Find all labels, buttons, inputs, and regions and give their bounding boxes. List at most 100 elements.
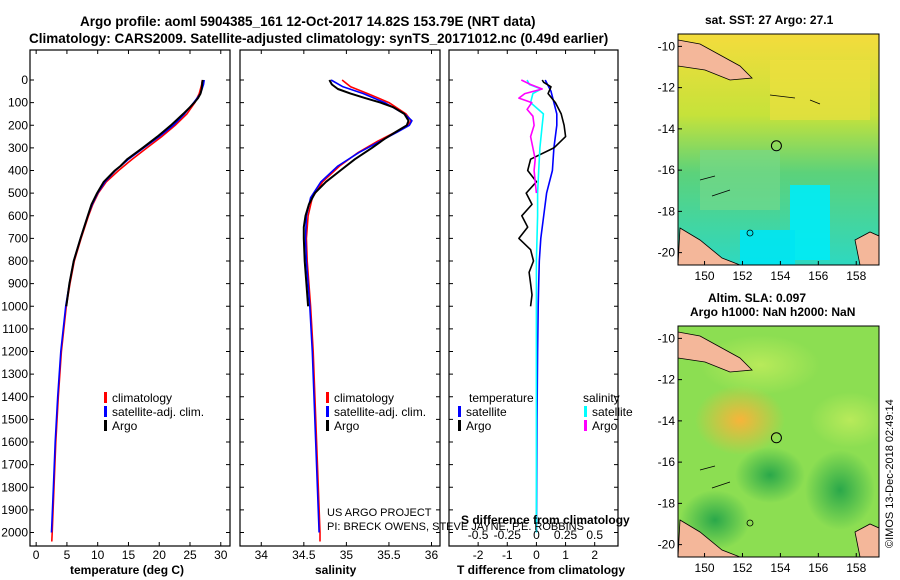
sst-cool-patch	[790, 185, 830, 260]
legend-s-argo: Argo	[592, 419, 618, 433]
legend-t-argo: Argo	[466, 419, 492, 433]
x-tick-label: -1	[502, 548, 513, 562]
lat-tick-label: -10	[658, 39, 676, 53]
depth-tick-label: 900	[8, 277, 28, 291]
s-diff-tick-label: -0.5	[468, 528, 489, 542]
sla-map: Altim. SLA: 0.097 Argo h1000: NaN h2000:…	[658, 291, 880, 575]
temperature-panel-frame	[29, 49, 231, 547]
sst-map-title: sat. SST: 27 Argo: 27.1	[705, 13, 834, 27]
salinity-legend: climatology satellite-adj. clim. Argo	[326, 391, 426, 433]
depth-tick-label: 300	[8, 141, 28, 155]
x-tick-label: 1	[562, 548, 569, 562]
s-diff-tick-label: -0.25	[494, 528, 522, 542]
series-s-satellite	[526, 79, 545, 533]
depth-tick-label: 1100	[2, 322, 28, 336]
x-tick-label: 35	[340, 548, 354, 562]
legend-swatch-t-argo	[458, 420, 461, 431]
reef-contours	[699, 94, 821, 197]
x-tick-label: 34	[255, 548, 269, 562]
argo-position-marker	[770, 432, 782, 444]
lon-tick-label: 150	[695, 269, 715, 283]
lat-tick-label: -20	[658, 538, 676, 552]
legend-swatch-s-satellite	[584, 406, 587, 417]
legend-climatology: climatology	[334, 391, 394, 405]
depth-tick-label: 0	[21, 73, 28, 87]
legend-swatch-satellite	[326, 406, 329, 417]
depth-axis-labels: 0 100 200 300 400 500 600 700 800 900 1000 1100 1200…	[1, 73, 28, 540]
depth-tick-label: 500	[8, 186, 28, 200]
land-reef	[854, 523, 879, 557]
legend-t-satellite: satellite	[466, 405, 507, 419]
x-tick-label: 30	[214, 548, 228, 562]
salinity-axis-title: salinity	[315, 563, 357, 577]
legend-temperature-title: temperature	[469, 391, 534, 405]
timestamp: ©IMOS 13-Dec-2018 02:49:14	[884, 399, 896, 548]
series-t-argo	[518, 79, 567, 307]
legend-salinity-title: salinity	[583, 391, 620, 405]
depth-tick-label: 800	[8, 254, 28, 268]
sla-anomaly	[700, 335, 820, 395]
legend-swatch-argo	[326, 420, 329, 431]
depth-tick-label: 1700	[1, 458, 28, 472]
depth-tick-label: 1200	[1, 345, 28, 359]
depth-tick-label: 1000	[1, 299, 28, 313]
argo-position-marker	[770, 140, 782, 152]
lon-tick-label: 156	[808, 561, 828, 575]
lat-tick-label: -18	[658, 204, 676, 218]
x-tick-label: 5	[64, 548, 71, 562]
legend-satellite-adj: satellite-adj. clim.	[112, 405, 204, 419]
s-diff-tick-label: 0	[533, 528, 540, 542]
lon-tick-label: 154	[770, 269, 790, 283]
x-tick-label: 15	[122, 548, 136, 562]
depth-tick-label: 1500	[1, 412, 28, 426]
temperature-axis-title: temperature (deg C)	[70, 563, 184, 577]
sst-warm-patch	[770, 60, 870, 120]
x-tick-label: 36	[425, 548, 439, 562]
difference-panel-frame	[448, 49, 619, 547]
sst-map-ticks: 150 152 154 156 158 -10 -12 -14 -16 -18 -20	[658, 39, 867, 283]
sla-low-anomaly	[805, 450, 875, 530]
depth-axis-ticks	[30, 79, 618, 533]
reef-contours	[699, 465, 731, 489]
sla-high-anomaly	[695, 385, 785, 455]
x-tick-label: -2	[473, 548, 484, 562]
depth-tick-label: 600	[8, 209, 28, 223]
difference-plot	[518, 79, 567, 533]
series-t-satellite	[535, 79, 558, 533]
lat-tick-label: -14	[658, 414, 676, 428]
lon-tick-label: 154	[770, 561, 790, 575]
sla-map-subtitle: Argo h1000: NaN h2000: NaN	[690, 305, 855, 319]
depth-tick-label: 100	[8, 96, 28, 110]
sst-mid-patch	[700, 150, 780, 210]
depth-tick-label: 200	[8, 118, 28, 132]
lat-tick-label: -16	[658, 455, 676, 469]
lon-tick-label: 152	[732, 269, 752, 283]
land-reef	[854, 231, 879, 265]
x-tick-label: 20	[153, 548, 167, 562]
x-tick-label: 0	[533, 548, 540, 562]
x-tick-label: 0	[33, 548, 40, 562]
island-contour	[746, 229, 754, 237]
sla-map-ticks: 150 152 154 156 158 -10 -12 -14 -16 -18 -20	[658, 331, 867, 575]
sst-map: sat. SST: 27 Argo: 27.1 150 152 154 156 158 -…	[658, 13, 880, 283]
header-title-line1: Argo profile: aoml 5904385_161 12-Oct-20…	[80, 14, 535, 29]
credit-pi: PI: BRECK OWENS, STEVE JAYNE, P.E. ROBBI…	[327, 521, 584, 533]
series-argo	[302, 79, 410, 307]
legend-argo: Argo	[112, 419, 138, 433]
series-s-argo	[518, 79, 544, 194]
lon-tick-label: 150	[695, 561, 715, 575]
depth-tick-label: 1400	[1, 390, 28, 404]
x-tick-label: 10	[91, 548, 105, 562]
lat-tick-label: -20	[658, 246, 676, 260]
difference-legend: temperature satellite Argo salinity sate…	[458, 391, 633, 433]
depth-tick-label: 1300	[1, 367, 28, 381]
x-tick-label: 34.5	[292, 548, 316, 562]
sla-map-frame	[677, 325, 880, 558]
lat-tick-label: -12	[658, 373, 676, 387]
legend-satellite-adj: satellite-adj. clim.	[334, 405, 426, 419]
x-tick-label: 35.5	[377, 548, 401, 562]
s-diff-tick-label: 0.5	[586, 528, 603, 542]
x-tick-label: 25	[183, 548, 197, 562]
legend-climatology: climatology	[112, 391, 172, 405]
